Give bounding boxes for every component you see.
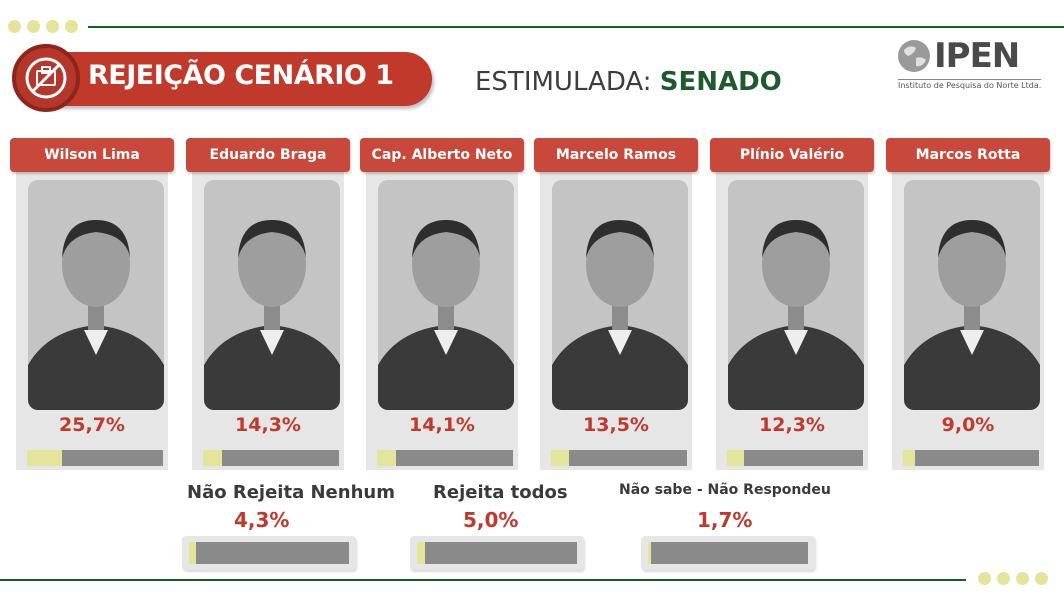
extra-percentage-nao-rejeita-nenhum: 4,3% (234, 508, 290, 532)
candidate-percentage: 14,1% (409, 414, 475, 436)
bar-cap-alberto-neto (377, 450, 397, 466)
bar-nao-sabe-nao-respondeu (648, 542, 651, 564)
extra-bar-background (417, 542, 577, 564)
candidate-name: Wilson Lima (10, 138, 174, 172)
candidate-photo (204, 180, 340, 410)
extra-percentage-rejeita-todos: 5,0% (463, 508, 519, 532)
bar-marcelo-ramos (551, 450, 570, 466)
bottom-rule (0, 579, 966, 581)
extra-bar-track (410, 536, 584, 570)
subtitle-highlight: SENADO (659, 67, 782, 97)
extra-bar-track (182, 536, 356, 570)
title-banner (18, 52, 432, 106)
extra-bar-background (189, 542, 349, 564)
extra-percentage-nao-sabe-nao-respondeu: 1,7% (697, 508, 753, 532)
extra-label-nao-rejeita-nenhum: Não Rejeita Nenhum (187, 482, 395, 503)
bar-marcos-rotta (903, 450, 916, 466)
candidate-percentage: 14,3% (235, 414, 301, 436)
candidate-card-plinio-valerio: Plínio Valério 12,3% (710, 138, 874, 478)
no-vote-icon (12, 44, 80, 112)
candidate-percentage: 25,7% (59, 414, 125, 436)
bar-track (372, 446, 518, 470)
bar-track (198, 446, 344, 470)
candidate-photo (28, 180, 164, 410)
extra-bar-track (641, 536, 815, 570)
bar-wilson-lima (27, 450, 62, 466)
candidate-name: Marcelo Ramos (534, 138, 698, 172)
bar-background (377, 450, 513, 466)
subtitle-prefix: ESTIMULADA: (475, 67, 660, 97)
candidate-photo (552, 180, 688, 410)
extra-label-nao-sabe-nao-respondeu: Não sabe - Não Respondeu (619, 482, 831, 498)
bar-track (898, 446, 1044, 470)
bar-track (22, 446, 168, 470)
decorative-dots-top (8, 20, 78, 33)
extra-label-rejeita-todos: Rejeita todos (433, 482, 568, 503)
candidate-name: Plínio Valério (710, 138, 874, 172)
candidate-percentage: 9,0% (941, 414, 995, 436)
bar-background (903, 450, 1039, 466)
bar-track (722, 446, 868, 470)
candidate-name: Cap. Alberto Neto (360, 138, 524, 172)
bar-background (203, 450, 339, 466)
candidate-name: Eduardo Braga (186, 138, 350, 172)
candidate-percentage: 12,3% (759, 414, 825, 436)
ipen-logo: IPEN Instituto de Pesquisa do Norte Ltda… (894, 36, 1044, 92)
page-subtitle: ESTIMULADA: SENADO (475, 67, 782, 97)
bar-plinio-valerio (727, 450, 744, 466)
page-title: REJEIÇÃO CENÁRIO 1 (88, 60, 394, 91)
bar-background (727, 450, 863, 466)
globe-icon (898, 40, 930, 72)
bar-nao-rejeita-nenhum (189, 542, 196, 564)
top-rule (88, 26, 1064, 28)
candidate-card-marcos-rotta: Marcos Rotta 9,0% (886, 138, 1050, 478)
bar-background (551, 450, 687, 466)
bar-rejeita-todos (417, 542, 425, 564)
candidate-photo (904, 180, 1040, 410)
candidate-photo (378, 180, 514, 410)
bar-eduardo-braga (203, 450, 223, 466)
candidate-photo (728, 180, 864, 410)
logo-subtext: Instituto de Pesquisa do Norte Ltda. (898, 79, 1042, 90)
candidate-card-marcelo-ramos: Marcelo Ramos 13,5% (534, 138, 698, 478)
candidate-card-cap-alberto-neto: Cap. Alberto Neto 14,1% (360, 138, 524, 478)
candidate-name: Marcos Rotta (886, 138, 1050, 172)
candidate-card-wilson-lima: Wilson Lima 25,7% (10, 138, 174, 478)
decorative-dots-bottom (978, 572, 1048, 585)
bar-track (546, 446, 692, 470)
extra-bar-background (648, 542, 808, 564)
candidate-percentage: 13,5% (583, 414, 649, 436)
candidate-card-eduardo-braga: Eduardo Braga 14,3% (186, 138, 350, 478)
logo-text: IPEN (934, 36, 1020, 76)
